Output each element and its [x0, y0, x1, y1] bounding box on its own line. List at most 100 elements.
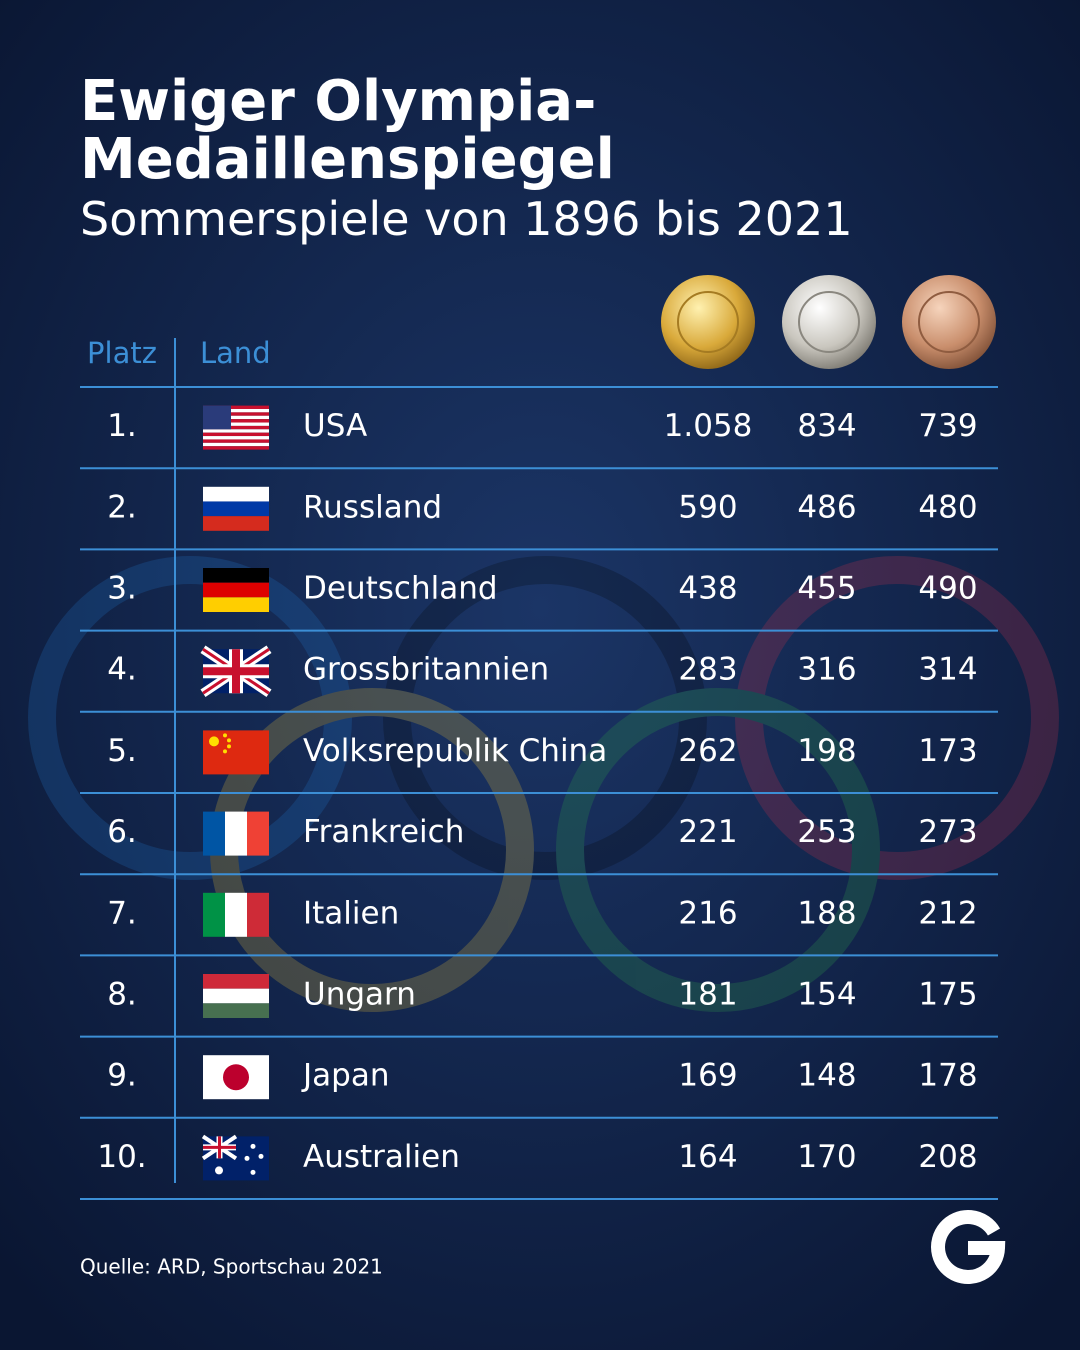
flag — [203, 568, 269, 612]
ring — [383, 556, 707, 880]
flag-part — [225, 811, 247, 856]
flag-part — [203, 892, 225, 937]
table-row: 10. Australien 164 170 208 — [97, 1134, 978, 1181]
table-row: 4. Grossbritannien 283 316 314 — [107, 645, 978, 697]
medal-count: 169 — [678, 1058, 737, 1094]
flag — [201, 1134, 269, 1181]
ring — [735, 556, 1059, 880]
medal-count: 164 — [678, 1139, 737, 1175]
ring — [556, 688, 880, 1012]
medal-count: 480 — [918, 489, 977, 525]
medal-count: 175 — [918, 977, 977, 1013]
medal-count: 208 — [918, 1139, 977, 1175]
table-row: 3. Deutschland 438 455 490 — [107, 568, 978, 612]
title: Medaillenspiegel — [80, 127, 615, 192]
flag-part — [203, 425, 269, 430]
flag-part — [203, 597, 269, 612]
medal-detail — [798, 291, 860, 353]
logo-mark — [931, 1210, 1006, 1284]
flag — [203, 974, 269, 1018]
flag-part — [244, 1155, 250, 1161]
olympic-rings — [28, 556, 1059, 1012]
medal-count: 486 — [797, 489, 856, 525]
flag-part — [203, 516, 269, 531]
country-name: Japan — [301, 1058, 389, 1094]
flag-part — [203, 422, 269, 426]
flag-part — [203, 974, 269, 989]
table-row: 9. Japan 169 148 178 — [107, 1055, 978, 1100]
flag-part — [203, 439, 269, 443]
flag-part — [247, 811, 269, 856]
column-header: Platz — [87, 336, 157, 370]
rank: 10. — [97, 1139, 146, 1175]
table-row: 1. USA 1.058 834 739 — [107, 405, 978, 450]
flag-part — [203, 419, 269, 423]
medal-count: 262 — [678, 733, 737, 769]
source: Quelle: ARD, Sportschau 2021 — [80, 1255, 383, 1279]
flag-part — [203, 442, 269, 447]
flag — [203, 486, 269, 531]
country-name: Volksrepublik China — [303, 733, 607, 769]
flag-part — [203, 412, 269, 416]
flag-part — [203, 436, 269, 440]
flag-part — [203, 1136, 236, 1159]
country-name: USA — [303, 408, 367, 444]
medal-count: 216 — [678, 895, 737, 931]
flag-part — [215, 1166, 223, 1175]
medal-count: 273 — [918, 814, 977, 850]
flag-part — [225, 892, 247, 937]
flag-part — [203, 568, 269, 583]
country-name: Grossbritannien — [303, 652, 549, 688]
flag-part — [203, 415, 269, 420]
medal-count: 154 — [797, 977, 856, 1013]
medal-detail — [918, 291, 980, 353]
flag-part — [203, 811, 225, 856]
medal-count: 148 — [797, 1058, 856, 1094]
medal-count: 438 — [678, 571, 737, 607]
country-name: Deutschland — [303, 571, 498, 607]
country-name: Australien — [303, 1139, 460, 1175]
flag-part — [250, 1169, 256, 1175]
flag-part — [203, 408, 269, 413]
table-row: 6. Frankreich 221 253 273 — [107, 811, 978, 856]
table-row: 7. Italien 216 188 212 — [107, 892, 978, 937]
medal-count: 283 — [678, 652, 737, 688]
medal-count: 490 — [918, 571, 977, 607]
medal-count: 314 — [918, 652, 977, 688]
flag-part — [203, 649, 269, 694]
country-name: Russland — [303, 489, 442, 525]
rank: 3. — [107, 571, 137, 607]
rank: 7. — [107, 895, 137, 931]
flag-part — [203, 446, 269, 450]
flag-part — [203, 501, 269, 517]
table-row: 8. Ungarn 181 154 175 — [107, 974, 978, 1018]
flag-part — [203, 405, 269, 409]
flag — [203, 730, 269, 775]
medal-count: 739 — [918, 408, 977, 444]
rank: 6. — [107, 814, 137, 850]
medal-count: 170 — [797, 1139, 856, 1175]
medal-count: 834 — [797, 408, 856, 444]
flag-part — [203, 405, 231, 430]
medal-count: 181 — [678, 977, 737, 1013]
rank: 1. — [107, 408, 137, 444]
flag-part — [247, 892, 269, 937]
medal-count: 316 — [797, 652, 856, 688]
flag-part — [223, 1064, 249, 1091]
flag-part — [203, 988, 269, 1004]
flag-part — [203, 582, 269, 598]
bronze-medal — [902, 275, 996, 369]
medals — [661, 275, 996, 369]
flag-part — [203, 486, 269, 502]
flag-part — [203, 1003, 269, 1018]
medal-count: 212 — [918, 895, 977, 931]
flag — [203, 405, 269, 450]
flag — [203, 892, 269, 937]
medal-detail — [677, 291, 739, 353]
medal-count: 178 — [918, 1058, 977, 1094]
flag-part — [223, 749, 227, 754]
logo — [931, 1210, 1006, 1284]
flag-part — [223, 733, 227, 738]
